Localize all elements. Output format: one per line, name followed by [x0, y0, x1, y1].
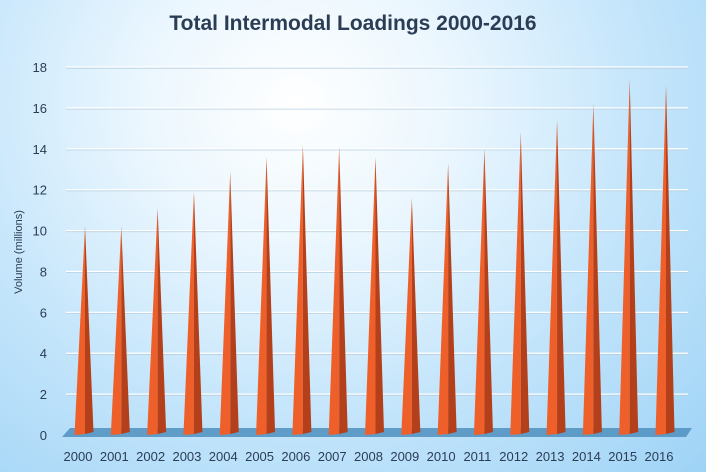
bar-2006: [292, 144, 303, 435]
bar-shade-2011: [484, 148, 493, 434]
bars: [74, 79, 675, 436]
x-tick-label: 2007: [318, 449, 347, 464]
bar-2007: [328, 146, 340, 435]
x-tick-label: 2003: [172, 449, 201, 464]
bar-shade-2012: [520, 132, 530, 434]
x-tick-label: 2016: [645, 449, 674, 464]
bar-shade-2013: [557, 120, 566, 435]
x-tick-label: 2015: [608, 449, 637, 464]
y-tick-label: 6: [40, 305, 47, 320]
bar-2010: [437, 163, 449, 436]
x-tick-label: 2002: [136, 449, 165, 464]
bar-shade-2005: [266, 156, 276, 434]
y-axis-ticks: 0 2 4 6 8 10 12 14 16 18: [33, 60, 47, 443]
bar-2009: [401, 197, 412, 435]
x-tick-label: 2004: [209, 449, 238, 464]
x-tick-label: 2010: [427, 449, 456, 464]
bar-shade-2016: [666, 85, 675, 435]
y-tick-label: 0: [40, 428, 47, 443]
bar-2003: [183, 191, 194, 435]
y-tick-label: 4: [40, 346, 47, 361]
bar-shade-2006: [302, 144, 312, 434]
bar-2004: [219, 171, 231, 435]
bar-shade-2008: [375, 156, 384, 434]
bar-2016: [655, 85, 666, 436]
bar-2005: [256, 156, 267, 435]
y-tick-label: 14: [33, 142, 47, 157]
y-tick-label: 10: [33, 224, 47, 239]
x-tick-label: 2009: [390, 449, 419, 464]
bar-2002: [147, 208, 158, 435]
bar-2011: [473, 148, 485, 435]
y-tick-label: 18: [33, 60, 47, 75]
bar-shade-2009: [411, 197, 421, 434]
y-tick-label: 16: [33, 101, 47, 116]
y-axis-title: Volume (millions): [13, 210, 25, 294]
chart-title: Total Intermodal Loadings 2000-2016: [169, 12, 537, 35]
bar-2000: [74, 226, 85, 435]
bar-2012: [510, 132, 521, 435]
bar-2015: [619, 79, 630, 436]
bar-shade-2001: [121, 226, 130, 434]
bar-shade-2004: [230, 171, 239, 434]
bar-2001: [110, 226, 122, 435]
x-tick-label: 2008: [354, 449, 383, 464]
bar-shade-2014: [593, 103, 602, 435]
y-tick-label: 2: [40, 387, 47, 402]
bar-2014: [582, 103, 594, 436]
x-tick-label: 2012: [499, 449, 528, 464]
bar-2013: [546, 120, 558, 436]
x-tick-label: 2011: [463, 449, 491, 464]
x-tick-label: 2014: [572, 449, 601, 464]
y-tick-label: 8: [40, 264, 47, 279]
y-tick-label: 12: [33, 183, 47, 198]
x-axis-ticks: 2000 2001 2002 2003 2004 2005 2006 2007 2008 2009…: [64, 449, 674, 464]
bar-shade-2000: [85, 226, 94, 434]
x-tick-label: 2001: [100, 449, 129, 464]
x-tick-label: 2013: [536, 449, 565, 464]
x-tick-label: 2006: [281, 449, 310, 464]
x-tick-label: 2005: [245, 449, 274, 464]
bar-shade-2010: [448, 163, 457, 435]
bar-shade-2015: [629, 79, 639, 435]
bar-shade-2007: [339, 146, 348, 434]
x-tick-label: 2000: [64, 449, 93, 464]
bar-shade-2002: [157, 208, 167, 434]
bar-2008: [365, 156, 376, 435]
bar-shade-2003: [193, 191, 203, 434]
